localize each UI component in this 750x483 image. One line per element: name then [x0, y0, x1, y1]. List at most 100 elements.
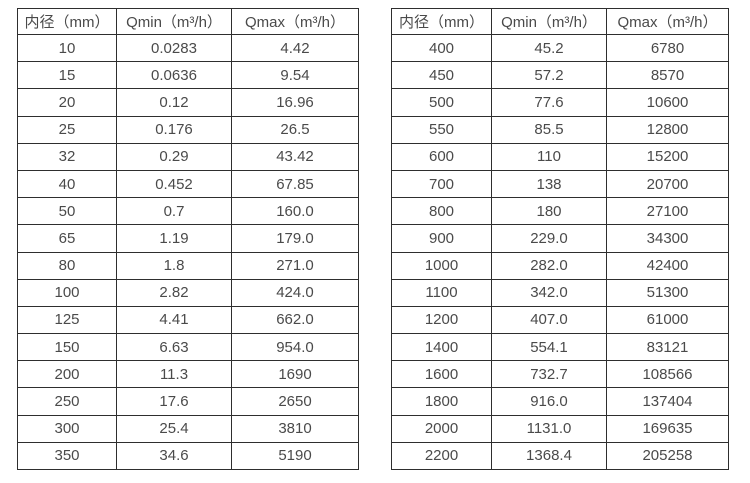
- table-cell: 27100: [606, 197, 729, 226]
- table-cell: 900: [391, 224, 492, 253]
- table-cell: 34300: [606, 224, 729, 253]
- table-row: 700 138 20700: [391, 169, 729, 199]
- table-cell: 10600: [606, 88, 729, 117]
- table-cell: 42400: [606, 251, 729, 280]
- table-cell: 9.54: [231, 61, 359, 90]
- table-row: 350 34.6 5190: [17, 441, 359, 471]
- table-cell: 51300: [606, 278, 729, 307]
- table-row: 65 1.19 179.0: [17, 224, 359, 253]
- header-row: 内径（mm） Qmin（m³/h） Qmax（m³/h）: [391, 8, 729, 35]
- table-row: 150 6.63 954.0: [17, 333, 359, 362]
- table-cell: 424.0: [231, 278, 359, 307]
- table-cell: 0.176: [116, 115, 232, 144]
- table-cell: 67.85: [231, 169, 359, 199]
- table-cell: 15: [17, 61, 117, 90]
- table-cell: 0.29: [116, 142, 232, 171]
- table-cell: 1690: [231, 360, 359, 389]
- table-cell: 20: [17, 88, 117, 117]
- table-cell: 0.0636: [116, 61, 232, 90]
- table-cell: 200: [17, 360, 117, 389]
- table-cell: 100: [17, 278, 117, 307]
- table-cell: 5190: [231, 441, 359, 471]
- header-cell: Qmax（m³/h）: [231, 8, 359, 35]
- table-cell: 1000: [391, 251, 492, 280]
- table-row: 800 180 27100: [391, 197, 729, 226]
- header-cell: 内径（mm）: [391, 8, 492, 35]
- table-cell: 8570: [606, 61, 729, 90]
- table-cell: 0.12: [116, 88, 232, 117]
- table-row: 1400 554.1 83121: [391, 333, 729, 362]
- table-row: 450 57.2 8570: [391, 61, 729, 90]
- table-cell: 2000: [391, 414, 492, 443]
- flow-table-small-diameters: 内径（mm） Qmin（m³/h） Qmax（m³/h） 10 0.0283 4.42 15…: [17, 8, 359, 471]
- table-cell: 0.0283: [116, 33, 232, 63]
- table-row: 550 85.5 12800: [391, 115, 729, 144]
- table-cell: 350: [17, 441, 117, 471]
- table-cell: 450: [391, 61, 492, 90]
- table-cell: 732.7: [491, 360, 607, 389]
- table-row: 1200 407.0 61000: [391, 305, 729, 335]
- table-cell: 34.6: [116, 441, 232, 471]
- table-cell: 229.0: [491, 224, 607, 253]
- table-cell: 179.0: [231, 224, 359, 253]
- table-row: 10 0.0283 4.42: [17, 33, 359, 63]
- table-cell: 282.0: [491, 251, 607, 280]
- table-row: 32 0.29 43.42: [17, 142, 359, 171]
- table-cell: 57.2: [491, 61, 607, 90]
- table-cell: 138: [491, 169, 607, 199]
- table-cell: 65: [17, 224, 117, 253]
- table-cell: 0.452: [116, 169, 232, 199]
- table-row: 80 1.8 271.0: [17, 251, 359, 280]
- table-cell: 800: [391, 197, 492, 226]
- table-row: 900 229.0 34300: [391, 224, 729, 253]
- table-row: 200 11.3 1690: [17, 360, 359, 389]
- table-cell: 6.63: [116, 333, 232, 362]
- table-row: 1000 282.0 42400: [391, 251, 729, 280]
- table-cell: 160.0: [231, 197, 359, 226]
- table-cell: 1800: [391, 387, 492, 416]
- table-cell: 17.6: [116, 387, 232, 416]
- table-cell: 61000: [606, 305, 729, 335]
- table-cell: 25.4: [116, 414, 232, 443]
- table-cell: 662.0: [231, 305, 359, 335]
- table-row: 300 25.4 3810: [17, 414, 359, 443]
- table-cell: 6780: [606, 33, 729, 63]
- table-cell: 45.2: [491, 33, 607, 63]
- table-cell: 150: [17, 333, 117, 362]
- table-cell: 80: [17, 251, 117, 280]
- table-cell: 205258: [606, 441, 729, 471]
- table-cell: 916.0: [491, 387, 607, 416]
- table-cell: 2650: [231, 387, 359, 416]
- table-row: 1100 342.0 51300: [391, 278, 729, 307]
- header-row: 内径（mm） Qmin（m³/h） Qmax（m³/h）: [17, 8, 359, 35]
- header-cell: Qmax（m³/h）: [606, 8, 729, 35]
- flow-table-small-wrap: 内径（mm） Qmin（m³/h） Qmax（m³/h） 10 0.0283 4.42 15…: [17, 8, 359, 471]
- table-row: 2200 1368.4 205258: [391, 441, 729, 471]
- table-cell: 12800: [606, 115, 729, 144]
- table-row: 600 110 15200: [391, 142, 729, 171]
- table-cell: 85.5: [491, 115, 607, 144]
- table-cell: 550: [391, 115, 492, 144]
- table-cell: 125: [17, 305, 117, 335]
- table-cell: 4.42: [231, 33, 359, 63]
- table-cell: 600: [391, 142, 492, 171]
- table-row: 250 17.6 2650: [17, 387, 359, 416]
- table-cell: 26.5: [231, 115, 359, 144]
- table-cell: 1400: [391, 333, 492, 362]
- table-cell: 50: [17, 197, 117, 226]
- table-cell: 77.6: [491, 88, 607, 117]
- table-cell: 40: [17, 169, 117, 199]
- flow-table-large-diameters: 内径（mm） Qmin（m³/h） Qmax（m³/h） 400 45.2 6780 450…: [391, 8, 729, 471]
- table-row: 1600 732.7 108566: [391, 360, 729, 389]
- table-row: 125 4.41 662.0: [17, 305, 359, 335]
- table-cell: 1600: [391, 360, 492, 389]
- table-cell: 300: [17, 414, 117, 443]
- table-cell: 110: [491, 142, 607, 171]
- table-cell: 1200: [391, 305, 492, 335]
- table-cell: 15200: [606, 142, 729, 171]
- table-row: 40 0.452 67.85: [17, 169, 359, 199]
- table-cell: 1.8: [116, 251, 232, 280]
- table-cell: 1368.4: [491, 441, 607, 471]
- header-cell: Qmin（m³/h）: [491, 8, 607, 35]
